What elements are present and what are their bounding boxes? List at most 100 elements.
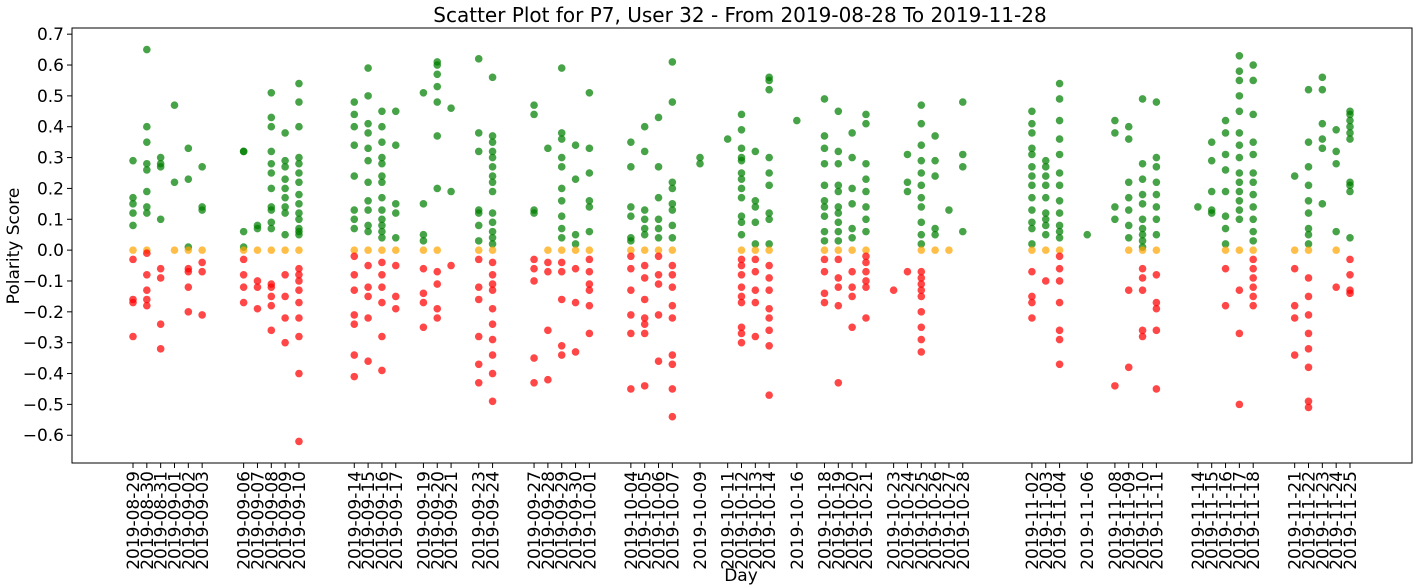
data-point bbox=[1235, 329, 1244, 338]
data-point bbox=[253, 246, 262, 254]
data-point bbox=[1028, 107, 1036, 116]
data-point bbox=[1055, 264, 1064, 273]
data-point bbox=[571, 298, 580, 307]
data-point bbox=[834, 107, 843, 116]
data-point bbox=[668, 200, 677, 208]
data-point bbox=[378, 332, 386, 341]
data-point bbox=[143, 166, 151, 174]
data-point bbox=[751, 286, 760, 295]
data-point bbox=[488, 280, 497, 288]
data-point bbox=[488, 335, 497, 344]
data-point bbox=[820, 237, 829, 245]
data-point bbox=[848, 246, 856, 254]
data-point bbox=[433, 184, 442, 193]
data-point bbox=[1124, 193, 1133, 202]
data-point bbox=[488, 397, 497, 406]
data-point bbox=[1138, 224, 1147, 233]
data-point bbox=[1041, 246, 1050, 254]
data-point bbox=[557, 64, 566, 72]
data-point bbox=[571, 264, 580, 273]
data-point bbox=[295, 178, 303, 187]
data-point bbox=[654, 163, 663, 171]
data-point bbox=[378, 172, 386, 180]
data-point bbox=[281, 129, 289, 137]
data-point bbox=[1041, 230, 1050, 239]
data-point bbox=[1124, 206, 1133, 214]
data-point bbox=[378, 206, 386, 214]
data-point bbox=[751, 255, 760, 264]
data-point bbox=[848, 267, 856, 276]
data-point bbox=[239, 271, 248, 279]
data-point bbox=[765, 391, 773, 399]
data-point bbox=[433, 82, 442, 91]
data-point bbox=[239, 283, 248, 291]
data-point bbox=[1249, 255, 1257, 264]
data-point bbox=[820, 159, 829, 168]
x-tick-label: 2019-11-18 bbox=[1244, 471, 1264, 570]
data-point bbox=[1304, 230, 1313, 239]
data-point bbox=[668, 412, 677, 421]
data-point bbox=[378, 193, 386, 202]
data-point bbox=[1041, 181, 1050, 190]
data-point bbox=[295, 153, 303, 162]
data-point bbox=[1304, 274, 1313, 282]
x-tick-label: 2019-09-21 bbox=[442, 471, 462, 570]
data-point bbox=[737, 323, 746, 332]
x-tick-label: 2019-10-19 bbox=[829, 471, 849, 570]
data-point bbox=[129, 246, 137, 254]
data-point bbox=[737, 261, 746, 270]
data-point bbox=[945, 206, 953, 214]
data-point bbox=[1041, 209, 1050, 217]
data-point bbox=[364, 119, 372, 128]
x-tick-label: 2019-09-06 bbox=[235, 471, 255, 570]
data-point bbox=[1304, 209, 1313, 217]
data-point bbox=[765, 215, 773, 224]
data-point bbox=[391, 141, 400, 150]
data-point bbox=[447, 187, 455, 196]
data-point bbox=[253, 304, 262, 313]
data-point bbox=[931, 246, 939, 254]
data-point bbox=[1304, 240, 1313, 248]
data-point bbox=[820, 246, 829, 254]
data-point bbox=[765, 209, 773, 217]
data-point bbox=[557, 163, 566, 171]
data-point bbox=[281, 209, 289, 217]
data-point bbox=[129, 298, 137, 307]
data-point bbox=[281, 163, 289, 171]
data-point bbox=[378, 122, 386, 131]
data-point bbox=[737, 246, 746, 254]
data-point bbox=[917, 240, 926, 248]
data-point bbox=[267, 283, 276, 291]
data-point bbox=[433, 304, 442, 313]
data-point bbox=[1249, 110, 1257, 119]
data-point bbox=[834, 159, 843, 168]
data-point bbox=[751, 196, 760, 205]
data-point bbox=[1346, 116, 1354, 125]
data-point bbox=[184, 308, 193, 316]
data-point bbox=[1249, 215, 1257, 224]
data-point bbox=[488, 153, 497, 162]
data-point bbox=[184, 246, 193, 254]
data-point bbox=[1346, 135, 1354, 143]
data-point bbox=[1055, 227, 1064, 236]
data-point bbox=[834, 255, 843, 264]
y-tick-label: 0.3 bbox=[37, 149, 64, 169]
data-point bbox=[364, 206, 372, 214]
data-point bbox=[281, 203, 289, 211]
x-tick-label: 2019-10-27 bbox=[940, 471, 960, 570]
data-point bbox=[1152, 271, 1161, 279]
data-point bbox=[917, 274, 926, 282]
data-point bbox=[834, 378, 843, 387]
data-point bbox=[156, 320, 165, 328]
data-point bbox=[419, 88, 428, 97]
data-point bbox=[1138, 286, 1147, 295]
data-point bbox=[751, 332, 760, 341]
data-point bbox=[143, 122, 151, 131]
data-point bbox=[751, 147, 760, 156]
data-point bbox=[1028, 150, 1036, 159]
data-point bbox=[1152, 178, 1161, 187]
x-tick-label: 2019-09-14 bbox=[345, 471, 365, 570]
data-point bbox=[557, 135, 566, 143]
data-point bbox=[350, 351, 359, 359]
data-point bbox=[1221, 212, 1230, 220]
